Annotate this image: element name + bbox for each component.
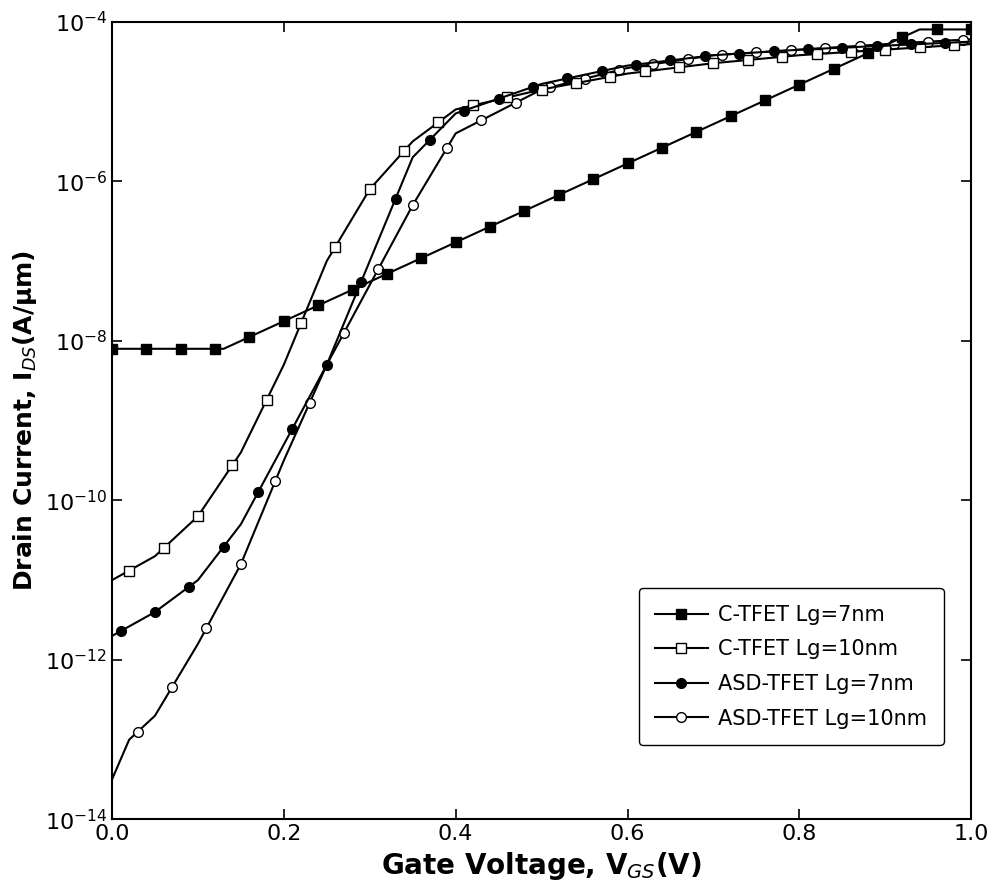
ASD-TFET Lg=7nm [467, 102, 479, 113]
C-TFET Lg=7nm [965, 24, 977, 35]
C-TFET Lg=10nm [467, 100, 479, 111]
C-TFET Lg=10nm [892, 44, 904, 54]
C-TFET Lg=10nm [110, 572, 122, 583]
Line: ASD-TFET Lg=10nm: ASD-TFET Lg=10nm [107, 35, 976, 784]
C-TFET Lg=10nm [183, 519, 195, 530]
ASD-TFET Lg=7nm [110, 629, 122, 639]
ASD-TFET Lg=10nm [892, 38, 904, 49]
ASD-TFET Lg=7nm [183, 581, 195, 592]
C-TFET Lg=10nm [420, 127, 432, 138]
C-TFET Lg=7nm [106, 344, 118, 355]
C-TFET Lg=10nm [570, 78, 582, 88]
ASD-TFET Lg=7nm [892, 39, 904, 50]
ASD-TFET Lg=10nm [420, 179, 432, 189]
Line: C-TFET Lg=7nm: C-TFET Lg=7nm [107, 25, 976, 354]
ASD-TFET Lg=10nm [570, 76, 582, 87]
ASD-TFET Lg=7nm [420, 138, 432, 149]
ASD-TFET Lg=10nm [183, 653, 195, 663]
ASD-TFET Lg=7nm [106, 630, 118, 641]
ASD-TFET Lg=10nm [965, 34, 977, 45]
C-TFET Lg=7nm [570, 182, 582, 193]
C-TFET Lg=7nm [892, 34, 904, 45]
C-TFET Lg=7nm [110, 344, 122, 355]
C-TFET Lg=7nm [183, 344, 195, 355]
Y-axis label: Drain Current, I$_{DS}$(A/μm): Drain Current, I$_{DS}$(A/μm) [11, 250, 39, 591]
C-TFET Lg=7nm [420, 251, 432, 262]
C-TFET Lg=10nm [965, 38, 977, 49]
C-TFET Lg=7nm [914, 24, 926, 35]
ASD-TFET Lg=10nm [106, 774, 118, 785]
ASD-TFET Lg=10nm [110, 764, 122, 775]
C-TFET Lg=7nm [467, 230, 479, 240]
Line: ASD-TFET Lg=7nm: ASD-TFET Lg=7nm [107, 37, 976, 641]
Legend: C-TFET Lg=7nm, C-TFET Lg=10nm, ASD-TFET Lg=7nm, ASD-TFET Lg=10nm: C-TFET Lg=7nm, C-TFET Lg=10nm, ASD-TFET … [639, 588, 944, 746]
X-axis label: Gate Voltage, V$_{GS}$(V): Gate Voltage, V$_{GS}$(V) [381, 850, 702, 882]
ASD-TFET Lg=10nm [467, 120, 479, 130]
Line: C-TFET Lg=10nm: C-TFET Lg=10nm [107, 39, 976, 585]
C-TFET Lg=10nm [106, 575, 118, 586]
ASD-TFET Lg=7nm [965, 37, 977, 47]
ASD-TFET Lg=7nm [570, 71, 582, 82]
